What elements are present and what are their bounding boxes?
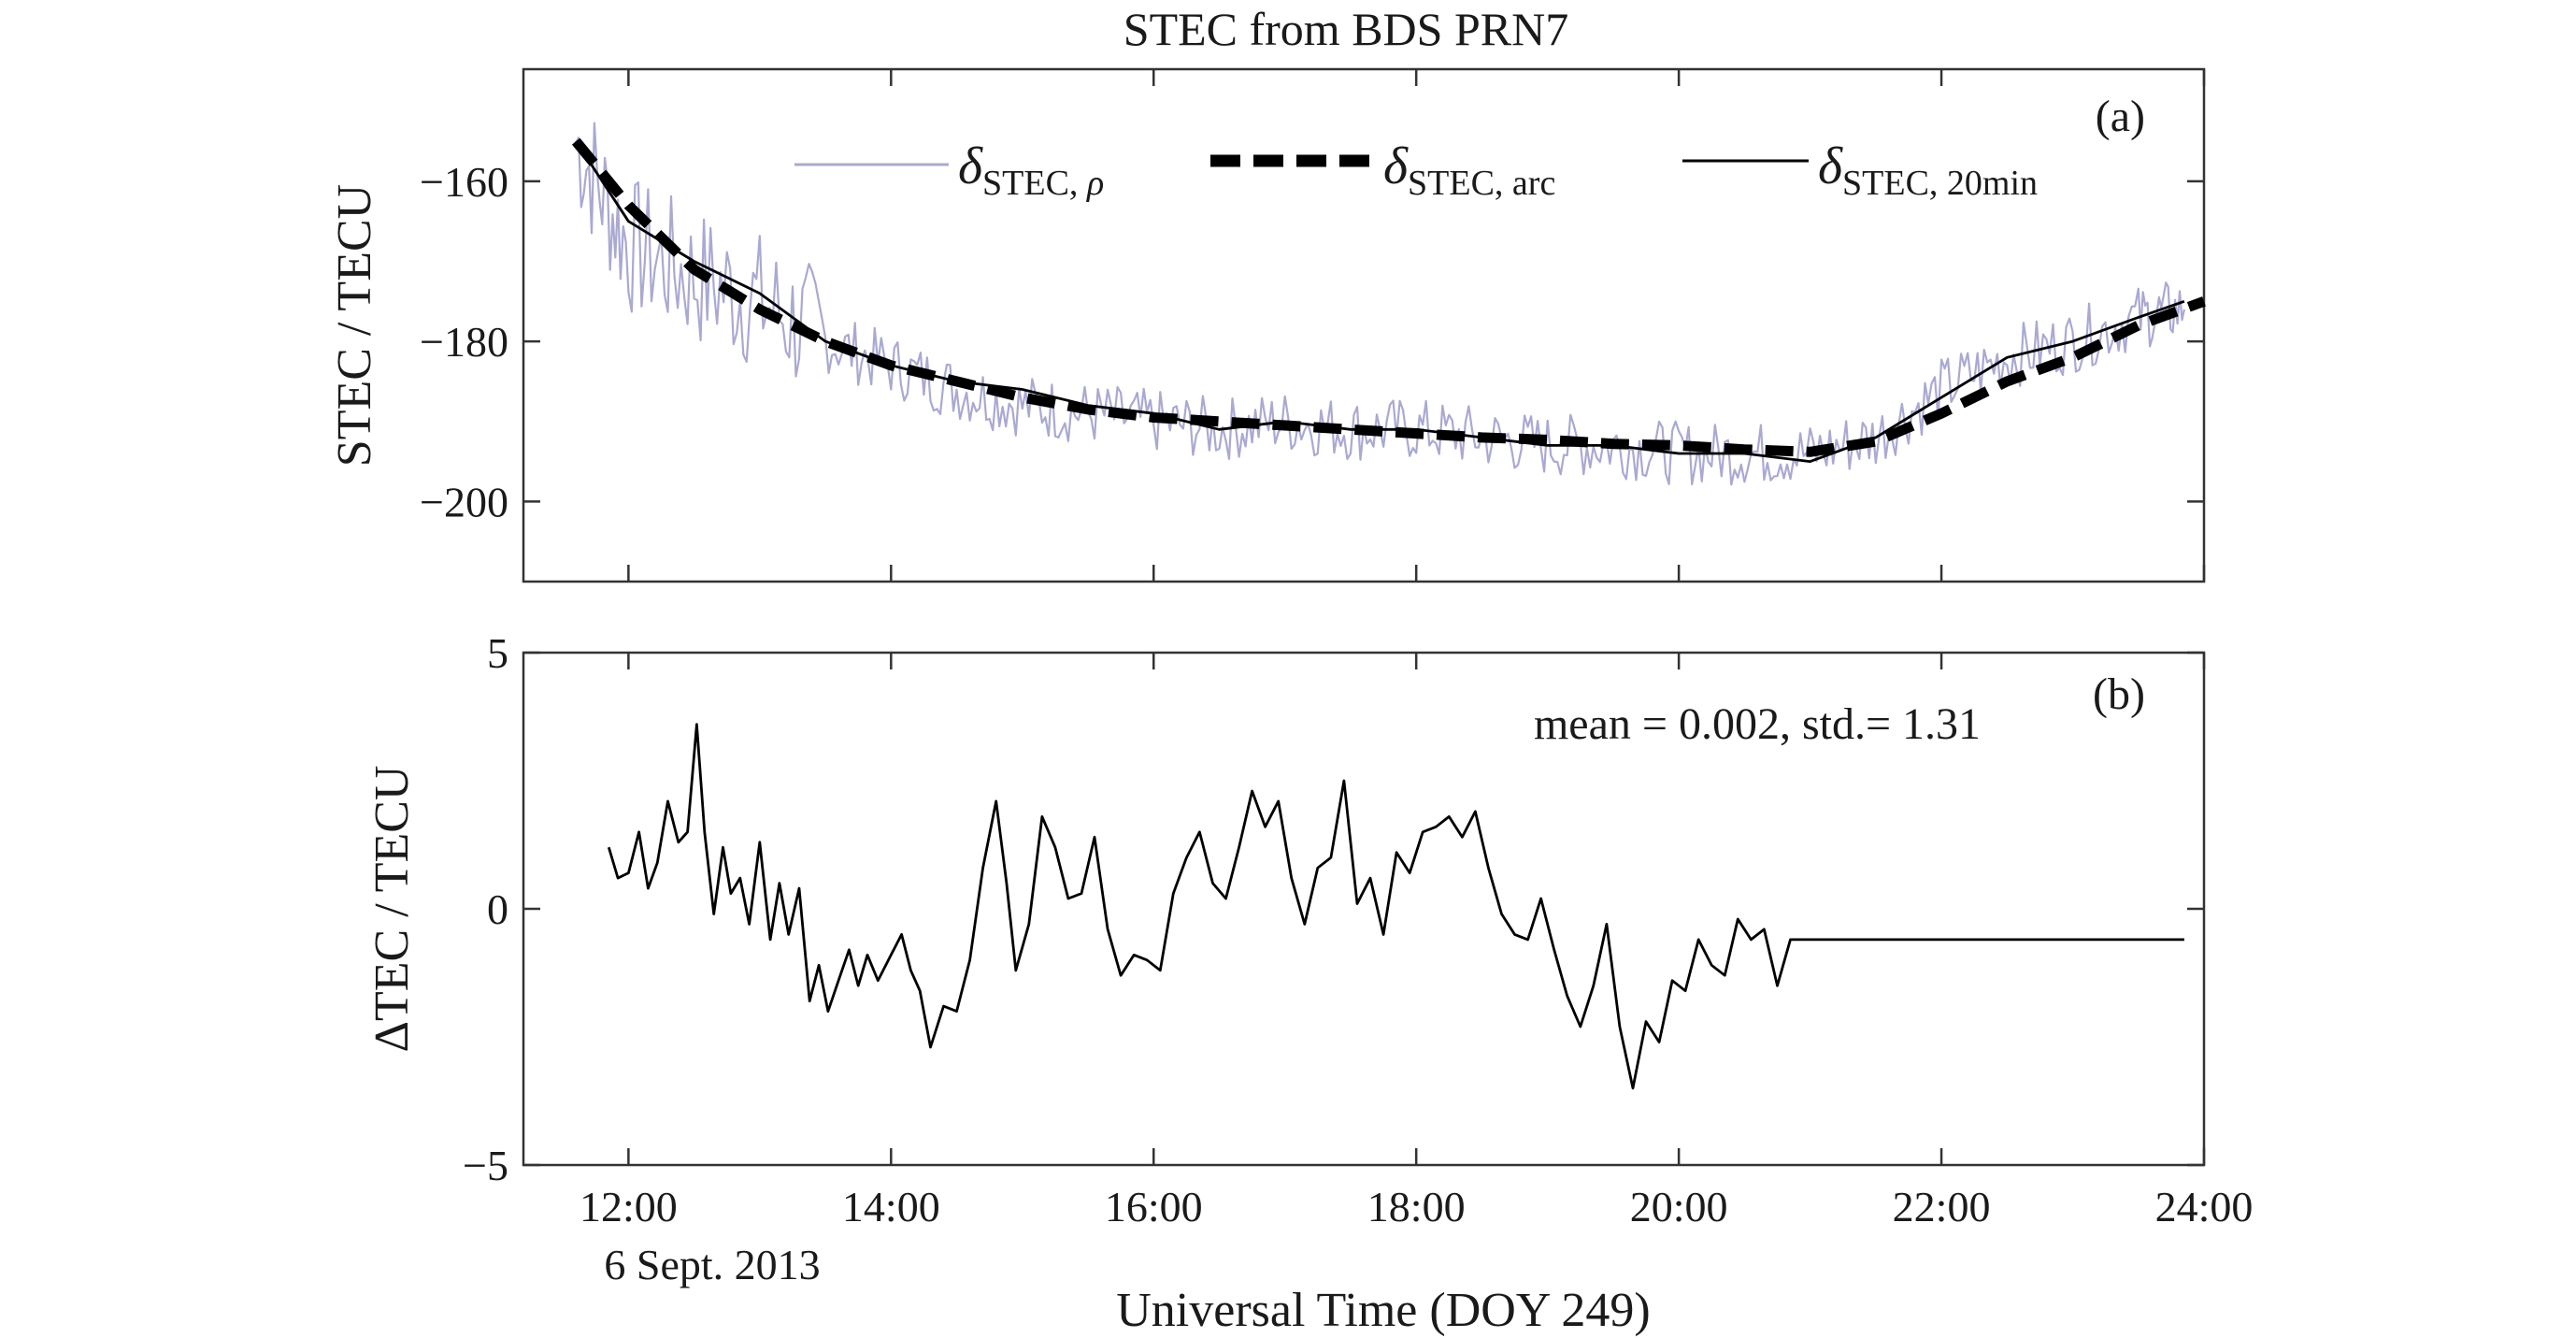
panel-a-series: [571, 122, 2206, 486]
legend-label-arc: δSTEC, arc: [1383, 137, 1555, 203]
panel-a-y-axis-label: STEC / TECU: [328, 184, 381, 467]
panel-b: (b) mean = 0.002, std.= 1.31 50−5 12:00 1…: [365, 629, 2253, 1230]
panel-a-frame: [522, 67, 2206, 583]
panel-b-x-tick-label: 12:00: [580, 1183, 678, 1230]
panel-b-series: [607, 723, 2184, 1090]
legend-label-rho: δSTEC, ρ: [958, 137, 1104, 203]
panel-a-label: (a): [2096, 92, 2145, 141]
panel-b-x-tick-label: 24:00: [2155, 1183, 2254, 1230]
x-axis-label: Universal Time (DOY 249): [1116, 1284, 1651, 1337]
panel-a-y-tick-label: −180: [420, 318, 508, 366]
panel-a-y-tick-label: −160: [420, 158, 508, 206]
panel-a-series-0-line: [575, 122, 2185, 486]
panel-b-x-tick-label: 22:00: [1893, 1183, 1991, 1230]
panel-a: (a) −160 −180 −200 STEC / TECU δSTEC, ρ δS…: [328, 67, 2206, 583]
panel-b-y-axis-label: ΔTEC / TECU: [365, 766, 419, 1053]
panel-b-x-tick-label: 14:00: [842, 1183, 940, 1230]
chart-title: STEC from BDS PRN7: [1123, 3, 1568, 55]
panel-b-x-ticks: 12:00 14:00 16:00 18:00 20:00 22:00 24:00: [580, 653, 2253, 1230]
panel-a-series-2-line: [575, 140, 2185, 463]
panel-a-x-ticks: [627, 69, 2206, 582]
panel-b-y-ticks: 5 0 −5: [463, 629, 2204, 1189]
panel-b-x-tick-label: 18:00: [1367, 1183, 1466, 1230]
date-label: 6 Sept. 2013: [604, 1241, 820, 1288]
panel-b-y-tick-label: 0: [487, 885, 508, 933]
panel-b-label: (b): [2093, 669, 2145, 719]
panel-b-x-tick-label: 20:00: [1630, 1183, 1728, 1230]
panel-b-x-tick-label: 16:00: [1105, 1183, 1203, 1230]
legend: δSTEC, ρ δSTEC, arc δSTEC, 20min: [794, 137, 2038, 203]
stats-annotation: mean = 0.002, std.= 1.31: [1534, 699, 1981, 749]
panel-b-y-tick-label: 5: [487, 629, 508, 677]
panel-b-y-tick-label: −5: [463, 1142, 508, 1189]
panel-b-series-0-line: [607, 723, 2184, 1090]
panel-a-y-tick-label: −200: [420, 478, 508, 525]
panel-a-y-ticks: −160 −180 −200: [420, 158, 2204, 525]
legend-label-20min: δSTEC, 20min: [1818, 137, 2038, 203]
